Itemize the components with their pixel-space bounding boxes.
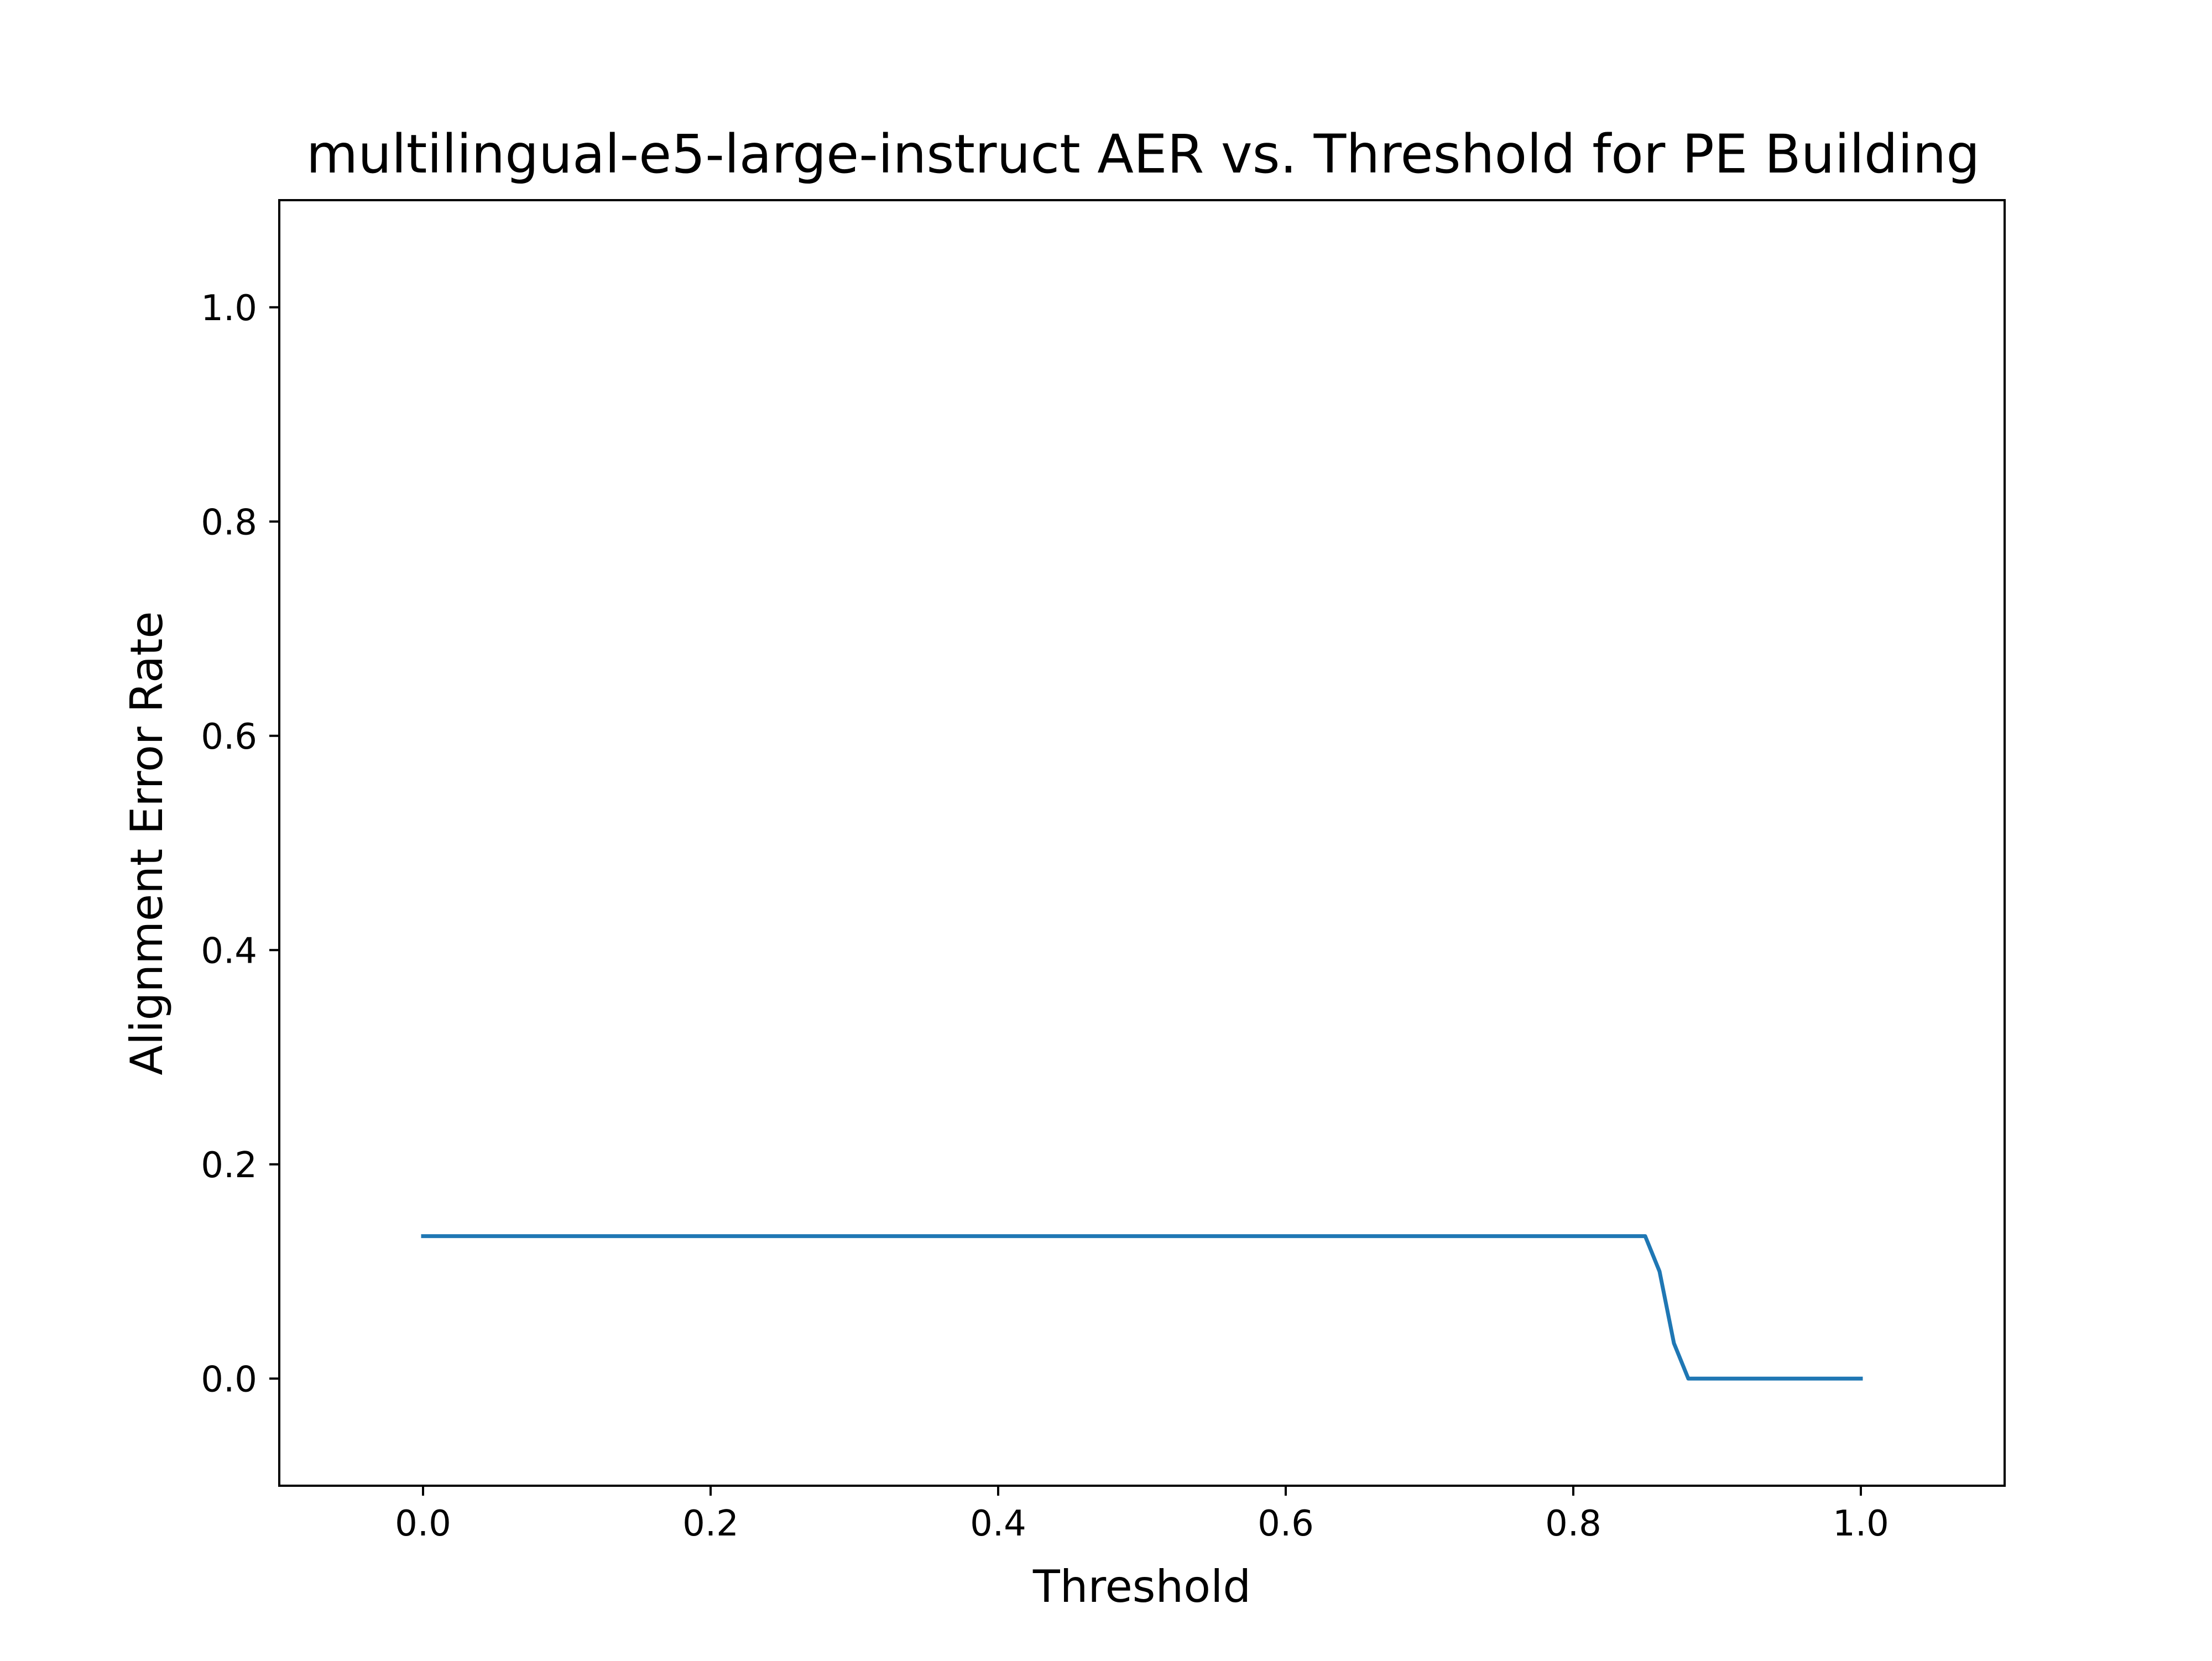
y-tick-label: 0.4 [201, 931, 257, 971]
x-tick-label: 0.8 [1545, 1503, 1601, 1544]
y-axis: 0.0 0.2 0.4 0.6 0.8 1.0 [201, 288, 279, 1400]
x-tick-label: 0.4 [970, 1503, 1026, 1544]
x-tick-label: 1.0 [1833, 1503, 1889, 1544]
axes-frame [278, 199, 2006, 1487]
x-tick-label: 0.2 [682, 1503, 739, 1544]
x-tick-label: 0.0 [395, 1503, 451, 1544]
y-tick-label: 0.2 [201, 1145, 257, 1186]
y-tick-label: 0.8 [201, 502, 257, 543]
y-tick-label: 1.0 [201, 288, 257, 329]
chart-title: multilingual-e5-large-instruct AER vs. T… [306, 123, 1980, 185]
x-axis-label: Threshold [1032, 1561, 1251, 1612]
y-tick-label: 0.6 [201, 717, 257, 758]
series-layer [421, 1234, 1863, 1381]
x-axis: 0.0 0.2 0.4 0.6 0.8 1.0 [395, 1486, 1889, 1544]
x-tick-label: 0.6 [1258, 1503, 1314, 1544]
series-line [421, 1234, 1863, 1381]
y-tick-label: 0.0 [201, 1359, 257, 1400]
y-axis-label: Alignment Error Rate [121, 611, 173, 1075]
